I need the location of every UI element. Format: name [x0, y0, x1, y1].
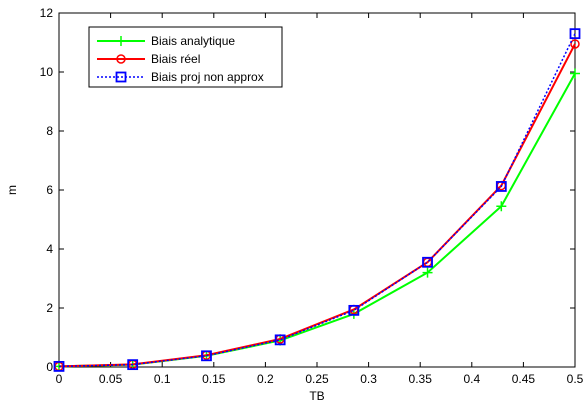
legend-label: Biais analytique: [151, 34, 235, 48]
x-tick-label: 0: [56, 372, 63, 386]
legend-item: Biais proj non approx: [97, 70, 264, 84]
x-tick-label: 0.5: [567, 372, 584, 386]
x-tick-label: 0.2: [257, 372, 274, 386]
data-point: [53, 361, 65, 372]
data-point: [115, 71, 127, 83]
data-point: [496, 201, 507, 212]
x-tick-label: 0.35: [409, 372, 433, 386]
data-point: [201, 350, 212, 362]
data-point: [569, 28, 581, 40]
data-point: [422, 256, 433, 268]
data-point: [422, 267, 433, 278]
series-3: [53, 28, 581, 372]
y-tick-label: 0: [46, 360, 53, 374]
legend-item: Biais analytique: [97, 34, 235, 48]
y-axis-label: m: [5, 185, 19, 195]
y-tick-label: 10: [40, 65, 54, 79]
y-tick-label: 2: [46, 301, 53, 315]
data-point: [116, 36, 126, 46]
x-axis-label: TB: [309, 389, 324, 403]
legend-label: Biais réel: [151, 52, 200, 66]
data-point: [495, 181, 507, 192]
legend-item: Biais réel: [97, 52, 200, 66]
x-tick-label: 0.1: [154, 372, 171, 386]
tick-labels: 0 0.05 0.1 0.15 0.2 0.25 0.3 0.35 0.4 0.45 0.5 0 2 4 6…: [40, 6, 584, 386]
x-tick-label: 0.05: [99, 372, 123, 386]
data-point: [116, 54, 126, 64]
x-tick-label: 0.15: [202, 372, 226, 386]
series-group: [53, 28, 581, 372]
x-tick-label: 0.25: [305, 372, 329, 386]
data-point: [348, 304, 360, 316]
y-tick-label: 8: [46, 124, 53, 138]
x-tick-label: 0.3: [360, 372, 377, 386]
y-tick-label: 4: [46, 242, 53, 256]
data-point: [570, 39, 580, 49]
y-tick-label: 6: [46, 183, 53, 197]
data-point: [127, 359, 139, 371]
x-tick-label: 0.45: [512, 372, 536, 386]
data-point: [570, 68, 580, 79]
series-line: [58, 43, 576, 368]
legend-label: Biais proj non approx: [151, 70, 264, 84]
y-tick-label: 12: [40, 6, 54, 20]
x-tick-label: 0.4: [463, 372, 480, 386]
legend: Biais analytique Biais réel Biais proj non…: [88, 26, 283, 88]
data-point: [274, 334, 286, 346]
